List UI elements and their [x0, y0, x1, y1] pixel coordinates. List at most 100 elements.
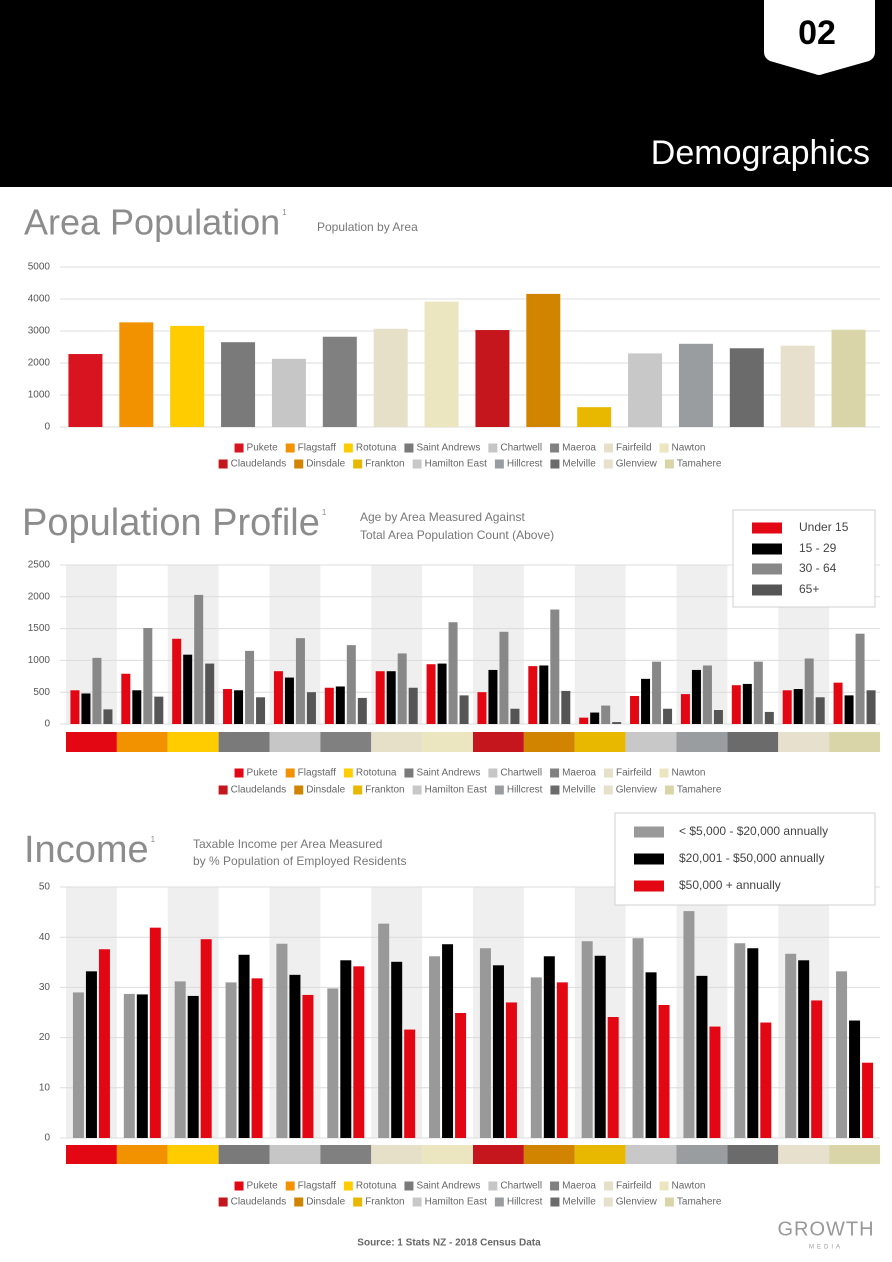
y-tick-label: 500	[33, 687, 50, 698]
bar	[187, 995, 199, 1138]
legend-label: Claudelands	[231, 1197, 287, 1208]
chart-title: Population Profile	[22, 502, 320, 544]
legend-swatch	[234, 443, 244, 453]
legend-swatch	[404, 1181, 414, 1191]
legend-swatch	[294, 1197, 304, 1207]
area-strip	[66, 1145, 117, 1164]
area-strip	[473, 1145, 524, 1164]
title-note: 1	[151, 835, 156, 844]
bar	[543, 956, 555, 1138]
y-tick-label: 2000	[28, 358, 51, 369]
bar	[302, 994, 314, 1138]
bar	[223, 689, 233, 724]
section-title: Demographics	[651, 134, 870, 172]
legend-swatch	[550, 443, 560, 453]
bar	[742, 683, 752, 724]
bar	[510, 708, 520, 724]
bar	[581, 941, 593, 1138]
area-strip	[167, 732, 219, 752]
bar	[119, 322, 154, 427]
legend-swatch	[343, 443, 353, 453]
bar	[327, 988, 339, 1138]
bar	[408, 687, 418, 724]
bar	[459, 695, 469, 724]
legend-label: Saint Andrews	[416, 1181, 480, 1192]
bar	[804, 658, 814, 724]
y-tick-label: 2500	[28, 560, 51, 571]
legend-label: Maeroa	[562, 768, 596, 779]
legend-label: Claudelands	[231, 785, 287, 796]
legend-swatch	[285, 768, 295, 778]
area-strip	[523, 1145, 575, 1164]
legend-swatch	[603, 459, 613, 469]
legend-swatch	[752, 563, 782, 575]
bar	[289, 974, 301, 1138]
logo: GROWTH	[777, 1218, 874, 1240]
bar	[98, 949, 110, 1138]
page-badge	[764, 0, 875, 75]
bar	[424, 301, 459, 427]
area-strip	[676, 732, 728, 752]
bar	[505, 1002, 517, 1138]
bar	[630, 696, 640, 724]
area-strip	[574, 732, 626, 752]
area-strip	[727, 1145, 779, 1164]
legend-swatch	[494, 1197, 504, 1207]
legend-label: Nawton	[672, 768, 706, 779]
bar	[539, 665, 549, 724]
chart-subtitle: Age by Area Measured Against	[360, 510, 525, 524]
bar	[81, 693, 91, 724]
y-tick-label: 1000	[28, 390, 51, 401]
area-strip	[422, 732, 473, 752]
bar	[404, 1029, 416, 1138]
legend-label: Hillcrest	[507, 459, 543, 470]
legend-label: Chartwell	[500, 1181, 542, 1192]
legend-swatch	[550, 768, 560, 778]
bar	[154, 696, 164, 724]
chart-subtitle: Taxable Income per Area Measured	[193, 837, 382, 851]
bar	[678, 343, 713, 427]
bar	[612, 722, 622, 724]
bar	[641, 678, 651, 724]
y-tick-label: 50	[39, 882, 51, 893]
bar	[492, 965, 504, 1138]
legend-label: Frankton	[365, 459, 404, 470]
legend-label: Fairfeild	[616, 443, 652, 454]
legend-swatch	[412, 785, 422, 795]
legend-swatch	[218, 785, 228, 795]
bar	[696, 975, 708, 1138]
bar	[205, 663, 215, 724]
area-strip	[167, 1145, 219, 1164]
bar	[499, 631, 509, 724]
area-strip	[829, 1145, 880, 1164]
bar	[731, 685, 741, 724]
area-strip	[676, 1145, 728, 1164]
logo-sub: MEDIA	[809, 1245, 843, 1251]
legend-swatch	[603, 1197, 613, 1207]
legend-swatch	[412, 1197, 422, 1207]
area-strip	[218, 1145, 270, 1164]
legend-swatch	[634, 853, 664, 865]
area-strip	[473, 732, 524, 752]
bar	[691, 669, 701, 724]
bar	[683, 911, 695, 1138]
category-legend: Claudelands Dinsdale Frankton Hamilton East…	[218, 459, 722, 470]
y-tick-label: 5000	[28, 262, 51, 273]
legend-label: Hamilton East	[425, 1197, 487, 1208]
bar	[200, 939, 212, 1138]
category-legend: Pukete Flagstaff Rototuna Saint Andrews Char…	[234, 768, 706, 779]
legend-swatch	[664, 459, 674, 469]
bar	[378, 923, 390, 1138]
bar	[849, 1020, 861, 1138]
bar	[645, 972, 657, 1138]
chart-title: Income	[24, 829, 149, 871]
area-strip	[320, 732, 372, 752]
header-band	[0, 0, 892, 187]
bar	[172, 638, 182, 724]
area-strip	[778, 1145, 830, 1164]
legend-label: Rototuna	[356, 443, 397, 454]
legend-label: Chartwell	[500, 768, 542, 779]
y-tick-label: 20	[39, 1032, 51, 1043]
legend-swatch	[752, 584, 782, 596]
